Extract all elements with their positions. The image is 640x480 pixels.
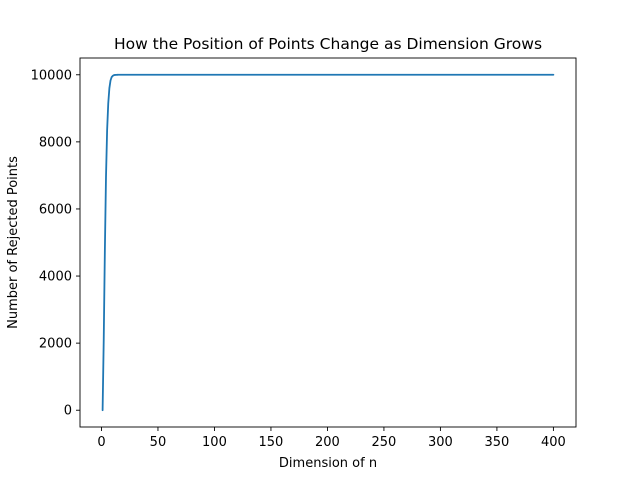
series-layer bbox=[101, 73, 555, 412]
x-tick-label: 50 bbox=[150, 435, 167, 450]
x-tick-label: 150 bbox=[259, 435, 284, 450]
y-axis-label: Number of Rejected Points bbox=[6, 156, 21, 329]
y-tick-label: 8000 bbox=[39, 135, 72, 150]
x-tick-label: 400 bbox=[541, 435, 566, 450]
y-tick-label: 6000 bbox=[39, 202, 72, 217]
x-tick-label: 200 bbox=[315, 435, 340, 450]
x-tick-label: 250 bbox=[372, 435, 397, 450]
x-tick-label: 350 bbox=[484, 435, 509, 450]
x-axis-label: Dimension of n bbox=[279, 456, 377, 471]
x-axis-ticks: 0 50 100 150 200 250 300 350 400 bbox=[97, 427, 566, 450]
plot-area bbox=[79, 57, 577, 428]
y-tick-label: 0 bbox=[64, 404, 72, 419]
x-tick-label: 100 bbox=[202, 435, 227, 450]
y-axis-ticks: 0 2000 4000 6000 8000 10000 bbox=[31, 68, 80, 419]
y-tick-label: 2000 bbox=[39, 337, 72, 352]
x-tick-label: 0 bbox=[97, 435, 105, 450]
y-tick-label: 4000 bbox=[39, 270, 72, 285]
y-tick-label: 10000 bbox=[31, 68, 72, 83]
chart-title: How the Position of Points Change as Dim… bbox=[114, 35, 542, 53]
x-tick-label: 300 bbox=[428, 435, 453, 450]
series-line-0 bbox=[101, 73, 555, 412]
plot-frame bbox=[79, 57, 577, 428]
